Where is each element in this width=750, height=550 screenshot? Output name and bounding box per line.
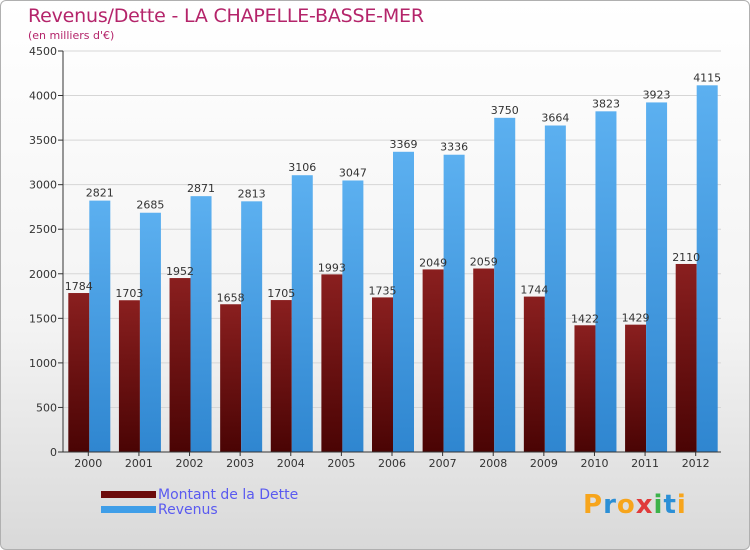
y-tick-label: 2500 (29, 223, 57, 236)
data-label-revenus: 3106 (288, 161, 316, 174)
logo-letter: x (635, 490, 654, 520)
data-label-dette: 1422 (571, 312, 599, 325)
chart-title: Revenus/Dette - LA CHAPELLE-BASSE-MER (28, 5, 424, 27)
bar-dette (523, 296, 545, 452)
x-tick-label: 2011 (631, 457, 659, 470)
y-tick-label: 1500 (29, 312, 57, 325)
data-label-revenus: 3369 (390, 138, 418, 151)
data-label-revenus: 3336 (440, 141, 468, 154)
bar-revenus (291, 175, 313, 452)
x-tick-label: 2001 (125, 457, 153, 470)
data-label-dette: 1993 (318, 261, 346, 274)
logo-letter: i (653, 490, 664, 520)
logo-letter: o (616, 490, 636, 520)
x-tick-label: 2005 (327, 457, 355, 470)
legend-label-debt: Montant de la Dette (158, 486, 299, 503)
bar-revenus (544, 125, 566, 452)
y-tick-label: 2000 (29, 268, 57, 281)
logo-letter: P (583, 490, 604, 520)
y-tick-label: 3000 (29, 179, 57, 192)
x-tick-label: 2012 (682, 457, 710, 470)
data-label-dette: 2049 (419, 256, 447, 269)
y-tick-label: 4500 (29, 45, 57, 58)
x-tick-label: 2002 (176, 457, 204, 470)
data-label-revenus: 2813 (238, 187, 266, 200)
y-tick-label: 1000 (29, 357, 57, 370)
data-label-revenus: 3047 (339, 166, 367, 179)
bar-dette (118, 300, 140, 452)
axis-layer: 0 500 1000 1500 2000 2500 3000 3500 4000 4500 2000… (29, 45, 721, 470)
bar-dette (270, 300, 292, 452)
data-label-dette: 1952 (166, 265, 194, 278)
bar-revenus (89, 200, 111, 452)
y-tick-label: 3500 (29, 134, 57, 147)
bar-dette (675, 263, 697, 452)
labels-layer: 1784 2821 1703 2685 1952 2871 1658 2813 1705 3106… (65, 71, 721, 325)
x-tick-label: 2007 (429, 457, 457, 470)
data-label-revenus: 3923 (643, 88, 671, 101)
bar-revenus (696, 85, 718, 453)
legend-swatch-debt (101, 491, 156, 498)
chart-subtitle: (en milliers d'€) (28, 29, 115, 42)
x-tick-label: 2003 (226, 457, 254, 470)
bar-revenus (393, 151, 414, 452)
bar-revenus (139, 212, 161, 452)
data-label-revenus: 2871 (187, 182, 215, 195)
bar-dette (321, 274, 343, 452)
bar-revenus (595, 111, 617, 453)
y-tick-label: 500 (36, 401, 57, 414)
x-tick-label: 2009 (530, 457, 558, 470)
bar-revenus (443, 154, 465, 452)
data-label-dette: 1744 (520, 284, 548, 297)
bar-dette (68, 293, 90, 452)
data-label-revenus: 3750 (491, 104, 519, 117)
y-tick-label: 4000 (29, 90, 57, 103)
bar-revenus (190, 196, 212, 452)
data-label-dette: 1705 (267, 287, 295, 300)
data-label-revenus: 3664 (541, 111, 569, 124)
logo-letter: i (676, 490, 687, 520)
x-tick-label: 2006 (378, 457, 406, 470)
data-label-dette: 1703 (115, 287, 143, 300)
legend: Montant de la Dette Revenus (101, 486, 299, 518)
data-label-dette: 2110 (672, 251, 700, 264)
y-tick-label: 0 (50, 446, 57, 459)
bar-dette (574, 325, 596, 452)
bar-dette (372, 297, 393, 452)
data-label-dette: 2059 (470, 256, 498, 269)
logo-letter: r (603, 490, 617, 520)
data-label-revenus: 3823 (592, 97, 620, 110)
bars-layer (68, 85, 718, 453)
x-tick-label: 2004 (277, 457, 305, 470)
x-tick-label: 2010 (580, 457, 608, 470)
logo-letter: t (663, 490, 677, 520)
data-label-revenus: 2821 (86, 187, 114, 200)
data-label-dette: 1658 (217, 291, 245, 304)
x-tick-label: 2008 (479, 457, 507, 470)
bar-dette (169, 278, 191, 452)
bar-revenus (646, 102, 668, 452)
data-label-dette: 1735 (369, 284, 397, 297)
data-label-dette: 1429 (622, 312, 650, 325)
legend-item-revenus: Revenus (101, 501, 298, 518)
bar-revenus (342, 180, 364, 452)
x-tick-label: 2000 (74, 457, 102, 470)
bar-revenus (494, 117, 516, 452)
bar-dette (422, 269, 444, 452)
bar-revenus (241, 201, 263, 452)
data-label-revenus: 2685 (136, 199, 164, 212)
data-label-dette: 1784 (65, 280, 93, 293)
legend-label-revenus: Revenus (158, 501, 218, 518)
bar-dette (473, 268, 495, 452)
legend-swatch-revenus (101, 506, 156, 513)
legend-item-debt: Montant de la Dette (101, 486, 299, 503)
bar-dette (220, 304, 242, 452)
data-label-revenus: 4115 (693, 71, 721, 84)
proxiti-logo: Proxiti (583, 490, 687, 520)
bar-dette (625, 324, 647, 452)
